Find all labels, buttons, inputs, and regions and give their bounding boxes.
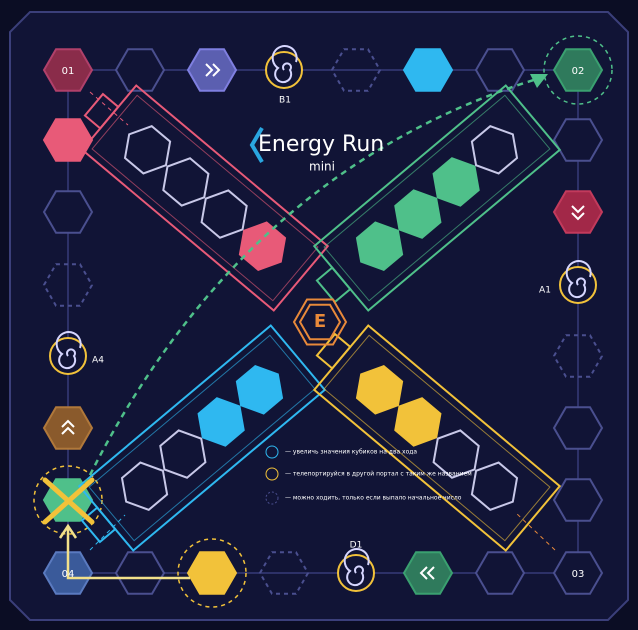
corner-label: 02 bbox=[572, 66, 585, 77]
game-board: Energy Run mini E 01 02 03 04 B1 A1 A4 D… bbox=[0, 0, 638, 630]
title: Energy Run bbox=[258, 132, 384, 157]
corner-label: 01 bbox=[62, 66, 75, 77]
portal-label: D1 bbox=[350, 541, 363, 551]
portal-label: A1 bbox=[539, 286, 551, 296]
portal-label: A4 bbox=[92, 356, 104, 366]
center-label: E bbox=[314, 311, 326, 332]
portal-label: B1 bbox=[279, 96, 291, 106]
corner-label: 04 bbox=[62, 569, 75, 580]
legend-text: — можно ходить, только если выпало начал… bbox=[285, 495, 462, 502]
corner-label: 03 bbox=[572, 569, 585, 580]
legend-text: — телепортируйся в другой портал с таким… bbox=[285, 471, 472, 478]
legend-text: — увеличь значения кубиков на два хода bbox=[285, 449, 417, 456]
subtitle: mini bbox=[309, 160, 335, 174]
